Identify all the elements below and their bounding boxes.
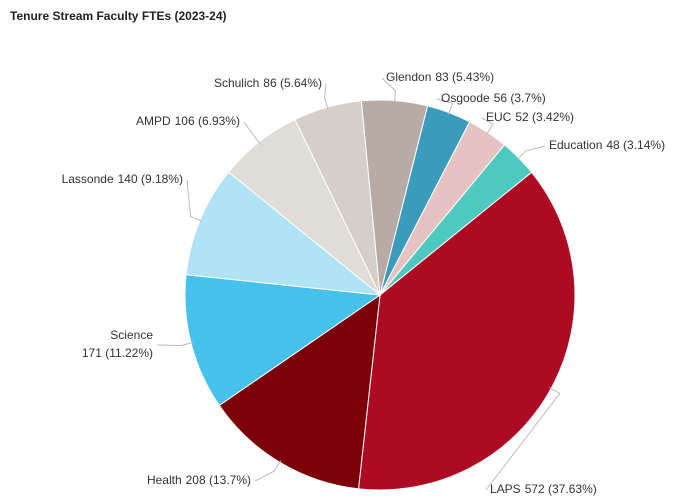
slice-label-name: EUC [486,110,512,124]
leader-line [481,117,494,135]
slice-label: Schulich 86 (5.64%) [214,76,322,90]
slice-label: Science 171 (11.22%) [82,328,153,360]
slice-label-value: 171 (11.22%) [82,346,153,360]
slice-label-value: 86 (5.64%) [263,76,322,90]
slice-label-value: 208 (13.7%) [186,473,251,487]
leader-line [186,179,202,222]
slice-label-value: 48 (3.14%) [606,138,665,152]
slice-label-name: LAPS [490,482,521,496]
leader-line [324,83,329,110]
leader-line [516,145,546,160]
slice-label-value: 56 (3.7%) [494,91,546,105]
slice-label: AMPD 106 (6.93%) [136,114,240,128]
leader-line [381,77,396,103]
slice-label-name: Lassonde [62,172,114,186]
slice-label-value: 140 (9.18%) [118,172,183,186]
slice-label: Education 48 (3.14%) [549,138,665,152]
slice-label: Glendon 83 (5.43%) [386,70,494,84]
slice-label-name: Education [549,138,602,152]
slice-label-value: 572 (37.63%) [525,482,597,496]
slice-label-name: Schulich [214,76,259,90]
slice-label: LAPS 572 (37.63%) [490,482,597,496]
slice-label-name: AMPD [136,114,171,128]
slice-label-value: 83 (5.43%) [435,70,494,84]
leader-line [485,387,561,491]
slice-label-name: Science [110,328,153,342]
slice-label-name: Glendon [386,70,431,84]
slice-label: Osgoode 56 (3.7%) [441,91,546,105]
slice-label-name: Health [147,473,182,487]
leader-line [254,460,282,482]
slice-label: Lassonde 140 (9.18%) [62,172,183,186]
leader-line [156,342,194,346]
slice-label: EUC 52 (3.42%) [486,110,574,124]
slice-label: Health 208 (13.7%) [147,473,251,487]
chart-title: Tenure Stream Faculty FTEs (2023-24) [10,9,227,23]
leader-line [243,121,261,145]
slice-label-value: 106 (6.93%) [175,114,240,128]
slice-label-name: Osgoode [441,91,490,105]
slice-label-value: 52 (3.42%) [515,110,574,124]
leader-line [436,98,454,115]
